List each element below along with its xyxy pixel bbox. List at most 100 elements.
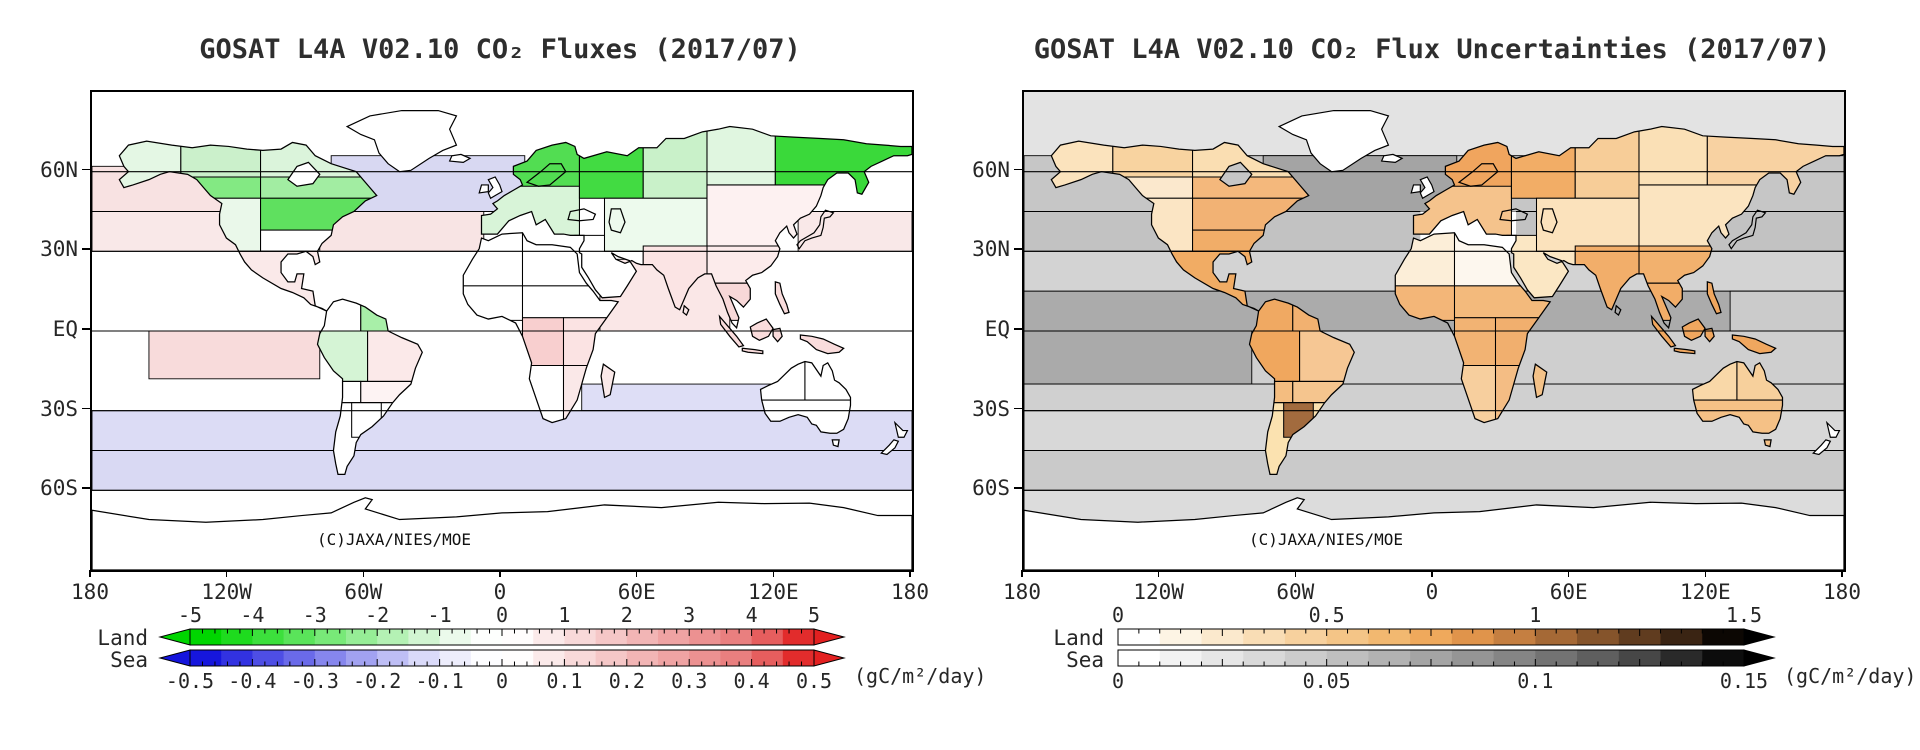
map-fluxes: (C)JAXA/NIES/MOE (90, 90, 914, 572)
lon-tickmark (89, 570, 91, 577)
coastline-eurasia (482, 127, 913, 328)
coastline-blacksea (1500, 209, 1527, 221)
coastline-hudson (1220, 162, 1252, 186)
land-colorbar-tick-label: -2 (365, 603, 390, 627)
ocean-band (1024, 451, 1844, 491)
lon-tickmark (1704, 570, 1707, 577)
lat-tickmark (1014, 328, 1022, 330)
landmass-nz1 (1827, 423, 1840, 438)
coastline-eurasia (1414, 127, 1845, 328)
lon-tick-label: 120E (748, 580, 799, 604)
landmass-antarctica (1024, 498, 1844, 570)
colorbar (158, 649, 846, 667)
landmass-ireland (479, 185, 488, 193)
landmass-greenland (347, 111, 456, 172)
lon-tick-label: 60E (1549, 580, 1588, 604)
lon-tickmark (362, 570, 365, 577)
landmass-greenland (1279, 111, 1388, 172)
landmass-japan (797, 210, 833, 249)
landmass-iceland (1382, 154, 1403, 162)
coastline-srilanka (683, 306, 689, 315)
sea-colorbar-tick-label: -0.5 (165, 669, 215, 693)
coastline-caspian (609, 209, 625, 233)
sea-colorbar-tick-label: 0.4 (733, 669, 770, 693)
landmass-antarctica (92, 498, 912, 570)
land-colorbar-tick-label: 4 (745, 603, 758, 627)
lat-tickmark (1014, 248, 1022, 250)
copyright-credit: (C)JAXA/NIES/MOE (1248, 530, 1404, 549)
land-colorbar-tick-label: -5 (177, 603, 203, 627)
ocean-band (1730, 291, 1844, 331)
sea-colorbar-tick-label: 0 (495, 669, 509, 693)
land-colorbar-tick-label: 5 (807, 603, 821, 627)
land-scale-label: Land (97, 626, 148, 650)
lat-tick-label: 30N (40, 237, 78, 262)
colorbar-left-arrow (158, 628, 191, 646)
map-uncertainties: (C)JAXA/NIES/MOE (1022, 90, 1846, 572)
colorbar-right-arrow (1743, 649, 1776, 667)
ocean-band (1024, 331, 1252, 384)
land-colorbar-tick-label: -1 (427, 603, 452, 627)
sea-colorbar-tick-label: 0.2 (608, 669, 645, 693)
ocean-band (92, 451, 912, 491)
colorbar-right-arrow (813, 649, 846, 667)
lon-tick-label: 180 (71, 580, 109, 604)
lon-tick-label: 180 (1003, 580, 1041, 604)
landmass-nz1 (895, 423, 908, 438)
lon-tick-label: 60W (344, 580, 383, 604)
land-colorbar-tick-label: 3 (683, 603, 696, 627)
units-label: (gC/m²/day) (854, 664, 987, 688)
land-colorbar-tick-label: 1 (1529, 603, 1542, 627)
lat-tick-label: 60S (40, 476, 78, 501)
landmass-iceland (450, 154, 471, 162)
coastline-borneo (750, 319, 773, 340)
lon-tickmark (1294, 570, 1297, 577)
coastline-newguinea (1732, 335, 1775, 354)
lat-tickmark (82, 487, 90, 489)
chart-title-fluxes: GOSAT L4A V02.10 CO₂ Fluxes (2017/07) (199, 34, 801, 66)
lon-tickmark (772, 570, 775, 577)
lat-tickmark (82, 248, 90, 250)
coastline-srilanka (1615, 306, 1621, 315)
sea-scale-label: Sea (110, 648, 148, 672)
lat-tick-label: 60S (972, 476, 1010, 501)
lon-tick-label: 0 (493, 580, 507, 604)
coastline-madagascar (1533, 364, 1547, 397)
lon-tickmark (499, 570, 501, 577)
coastline-baltic (527, 164, 566, 187)
lat-tick-label: 60N (972, 157, 1010, 182)
lat-tickmark (82, 407, 90, 410)
sea-colorbar-tick-label: 0.15 (1719, 669, 1769, 693)
lat-tickmark (82, 168, 90, 171)
lon-tick-label: 180 (1823, 580, 1861, 604)
lat-tick-label: 30S (972, 396, 1010, 421)
ocean-band (149, 331, 320, 379)
lat-tick-label: EQ (984, 317, 1010, 341)
lon-tickmark (1157, 570, 1160, 577)
sea-colorbar-tick-label: -0.4 (228, 669, 277, 693)
land-region-kazakhstan (1537, 198, 1640, 251)
coastline-sa (318, 299, 423, 474)
coastline-sumatra (720, 316, 744, 347)
coastline-sulawesi (773, 328, 782, 341)
lon-tickmark (1021, 570, 1023, 577)
coastline-blacksea (568, 209, 595, 221)
lat-tickmark (1014, 168, 1022, 171)
lon-tick-label: 120W (1133, 580, 1184, 604)
land-colorbar-tick-label: 1 (558, 603, 571, 627)
ocean-band (798, 212, 912, 252)
lat-tick-label: 30N (972, 237, 1010, 262)
sea-colorbar-tick-label: -0.1 (415, 669, 464, 693)
land-scale-label: Land (1053, 626, 1104, 650)
coastline-sumatra (1652, 316, 1676, 347)
sea-colorbar-tick-label: -0.3 (290, 669, 339, 693)
lon-tick-label: 0 (1425, 580, 1439, 604)
lon-tickmark (1567, 570, 1570, 577)
sea-colorbar-tick-label: 0.1 (546, 669, 583, 693)
coastline-sa (1250, 299, 1355, 474)
sea-colorbar-tick-label: 0.3 (671, 669, 708, 693)
coastline-philippines (1707, 282, 1721, 314)
lon-tick-label: 120W (201, 580, 252, 604)
coastline-borneo (1682, 319, 1705, 340)
